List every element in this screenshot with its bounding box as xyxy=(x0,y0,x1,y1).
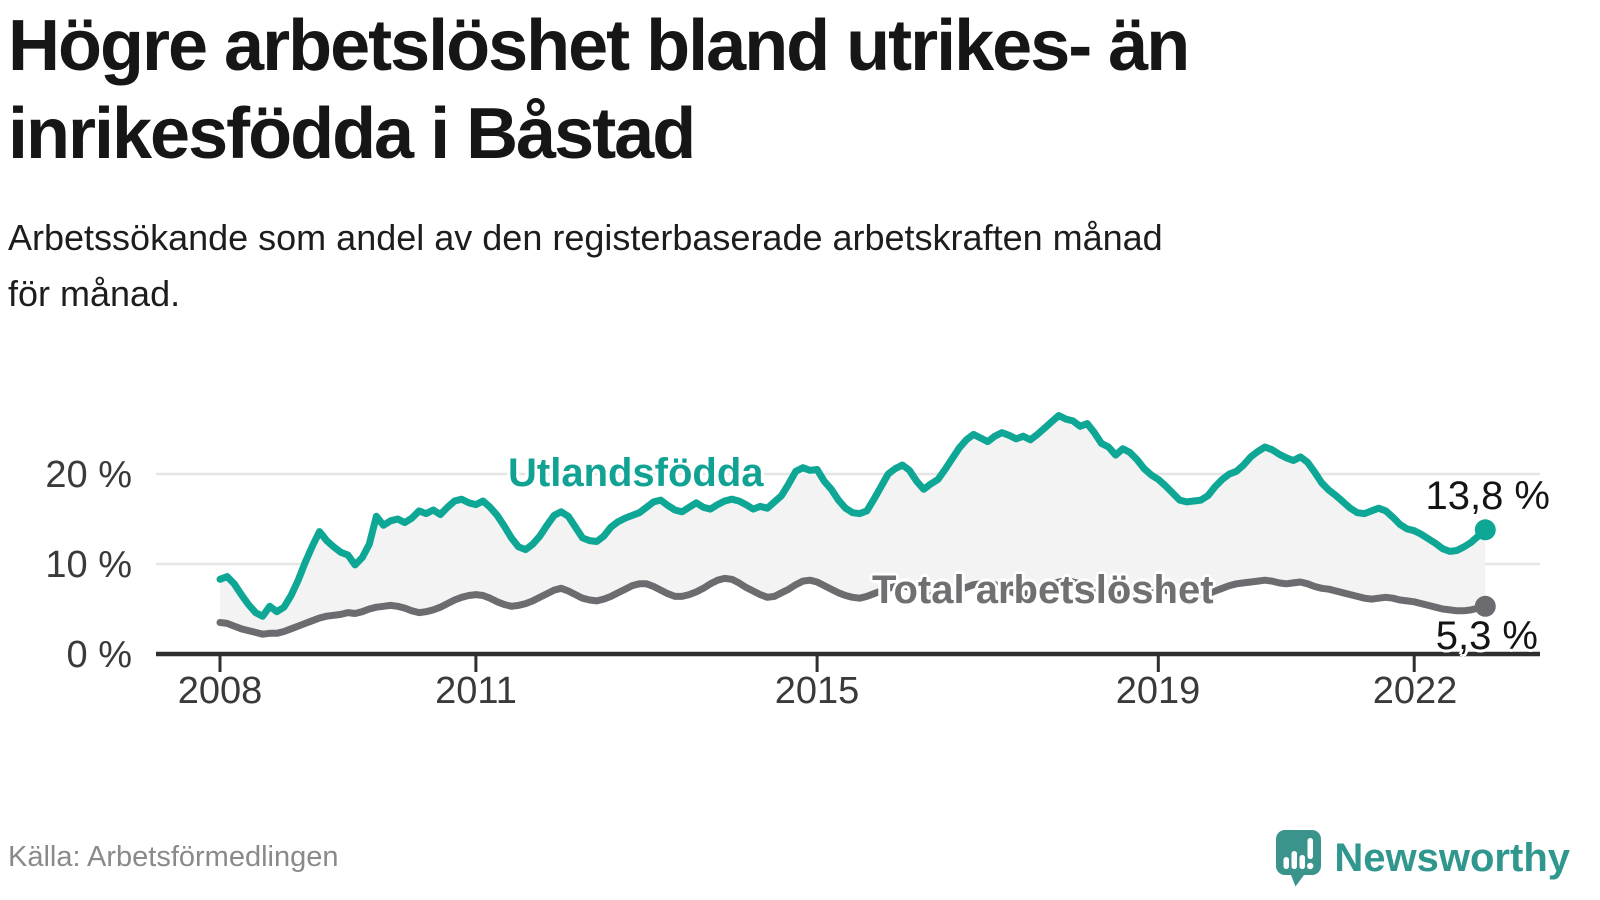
newsworthy-bubble-chart-icon xyxy=(1276,830,1322,887)
end-dot-utlandsf-dda xyxy=(1474,519,1496,541)
end-dot-total-arbetsl-shet xyxy=(1474,595,1496,617)
x-tick-label-2022: 2022 xyxy=(1372,670,1458,712)
page-title: Högre arbetslöshet bland utrikes- än inr… xyxy=(8,6,1190,174)
series-label-utlandsfodda: Utlandsfödda xyxy=(508,451,764,495)
series-label-total-arbetsloshet: Total arbetslöshet xyxy=(872,568,1214,612)
end-value-label-total: 5,3 % xyxy=(1435,614,1538,658)
y-tick-label-20: 20 % xyxy=(45,454,132,496)
bar-small xyxy=(1283,857,1290,869)
y-tick-label-0: 0 % xyxy=(66,634,132,676)
exclamation-dot xyxy=(1307,862,1314,870)
x-tick-label-2008: 2008 xyxy=(177,670,263,712)
band-between-series xyxy=(220,415,1486,635)
series-line-utlandsf-dda xyxy=(216,412,1489,620)
brand-logo: Newsworthy xyxy=(1274,828,1570,888)
series-line-total-arbetsl-shet xyxy=(216,574,1489,638)
y-tick-label-10: 10 % xyxy=(45,544,132,586)
x-tick-label-2015: 2015 xyxy=(774,670,860,712)
bar-tall xyxy=(1291,851,1298,869)
speech-bubble-shape xyxy=(1276,830,1322,887)
brand-wordmark: Newsworthy xyxy=(1334,836,1570,880)
end-value-label-utlandsfodda: 13,8 % xyxy=(1425,474,1550,518)
bar-medium xyxy=(1299,855,1306,869)
source-credit: Källa: Arbetsförmedlingen xyxy=(8,841,339,873)
page-subtitle: Arbetssökande som andel av den registerb… xyxy=(8,217,1163,314)
exclamation-bar xyxy=(1307,838,1314,859)
x-tick-label-2011: 2011 xyxy=(435,670,517,712)
x-tick-label-2019: 2019 xyxy=(1115,670,1201,712)
